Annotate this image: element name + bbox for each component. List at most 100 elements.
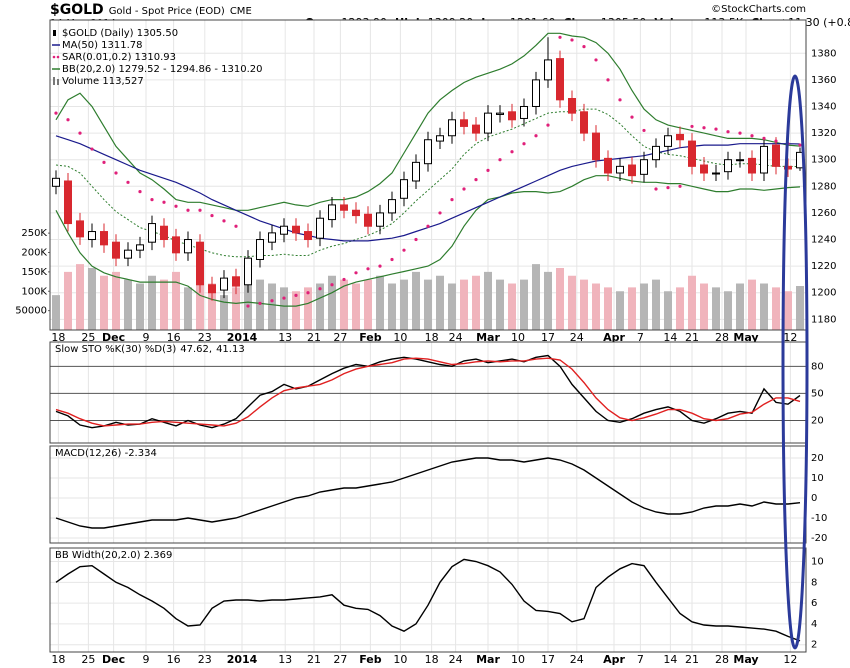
volume-bar (592, 283, 600, 330)
candle-body (376, 212, 384, 227)
x-tick-label: Apr (603, 653, 625, 666)
volume-bar (760, 283, 768, 330)
candle-body (244, 257, 252, 286)
volume-bar (148, 275, 156, 330)
x-tick-label: 2014 (227, 331, 258, 344)
x-tick-label: 21 (307, 653, 321, 666)
y-tick-label: -20 (811, 533, 827, 544)
volume-bar (448, 283, 456, 330)
sar-dot (54, 111, 58, 115)
x-tick-label: Feb (359, 653, 382, 666)
sar-dot (630, 115, 634, 119)
bollinger-middle (55, 108, 801, 258)
candle-body (292, 225, 300, 234)
candle-body (676, 133, 684, 141)
volume-bar (544, 271, 552, 330)
y-tick-label: 8 (811, 577, 817, 588)
sar-dot (270, 299, 274, 303)
y-tick-label: 1200 (811, 288, 836, 299)
sar-dot (498, 158, 502, 162)
y-tick-label: 6 (811, 598, 817, 609)
sar-dot (126, 180, 130, 184)
legend-glyph (57, 79, 59, 85)
x-tick-label: 27 (333, 331, 347, 344)
sar-dot (66, 118, 70, 122)
volume-bar (556, 268, 564, 330)
volume-bar (88, 268, 96, 330)
sar-dot (546, 123, 550, 127)
candle-body (760, 145, 768, 174)
sar-dot (642, 128, 646, 133)
candle-body (304, 231, 312, 241)
sar-dot (486, 168, 490, 172)
sar-dot (354, 271, 358, 275)
volume-bar (424, 279, 432, 330)
candle-body (280, 225, 288, 235)
sar-dot (78, 131, 82, 135)
volume-bar (568, 275, 576, 330)
y-tick-label: 50 (811, 388, 824, 399)
sar-dot (522, 142, 526, 146)
candle-body (568, 97, 576, 114)
x-tick-label: 24 (570, 331, 584, 344)
candle-body (604, 157, 612, 174)
volume-bar (664, 291, 672, 330)
volume-bar (124, 279, 132, 330)
sar-dot (534, 134, 538, 138)
volume-bar (640, 283, 648, 330)
volume-bar (52, 295, 60, 330)
sar-dot (606, 78, 610, 82)
sar-dot (306, 291, 310, 295)
sar-dot (414, 237, 418, 242)
x-tick-label: 14 (663, 331, 677, 344)
candle-body (208, 284, 216, 294)
volume-bar (460, 279, 468, 330)
y-tick-label: 0 (811, 493, 817, 504)
y-tick-label: 1280 (811, 181, 836, 192)
candle-body (532, 79, 540, 107)
sar-dot (726, 130, 730, 134)
y-tick-label: 1380 (811, 48, 836, 59)
volume-bar (748, 279, 756, 330)
sar-dot (762, 136, 766, 141)
volume-bar (76, 264, 84, 330)
candle-body (412, 161, 420, 182)
panel-frame (49, 445, 807, 544)
sar-dot (210, 213, 214, 218)
candle-body (628, 164, 636, 177)
volume-bar (652, 279, 660, 330)
candle-body (256, 239, 264, 260)
volume-bar (64, 271, 72, 330)
volume-bar (340, 279, 348, 330)
volume-bar (376, 275, 384, 330)
sar-dot (162, 200, 166, 204)
legend-entry: MA(50) 1311.78 (62, 40, 143, 51)
sar-dot (774, 139, 778, 143)
sar-dot (378, 264, 382, 268)
candle-body (184, 239, 192, 254)
candle-body (232, 276, 240, 287)
candle-body (100, 231, 108, 246)
candle-body (484, 112, 492, 134)
volume-bar (724, 291, 732, 330)
panel-title: BB Width(20,2.0) 2.369 (55, 550, 172, 561)
volume-bar (616, 291, 624, 330)
y-tick-label: 10 (811, 473, 824, 484)
y-tick-label: 1260 (811, 208, 836, 219)
y-tick-label: 1180 (811, 314, 836, 325)
y2-tick-label: 50000 (15, 306, 47, 317)
volume-bar (676, 287, 684, 330)
sar-dot (246, 304, 250, 308)
panel-title: Slow STO %K(30) %D(3) (55, 344, 176, 355)
legend-entry: SAR(0.01,0.2) 1310.93 (62, 52, 176, 63)
y-tick-label: 1300 (811, 155, 836, 166)
x-tick-label: Dec (102, 653, 125, 666)
volume-bar (388, 283, 396, 330)
volume-bar (292, 291, 300, 330)
bollinger-upper (55, 32, 801, 211)
candle-body (196, 241, 204, 286)
x-tick-label: 10 (511, 331, 525, 344)
sar-dot (582, 45, 586, 49)
x-tick-label: 10 (511, 653, 525, 666)
